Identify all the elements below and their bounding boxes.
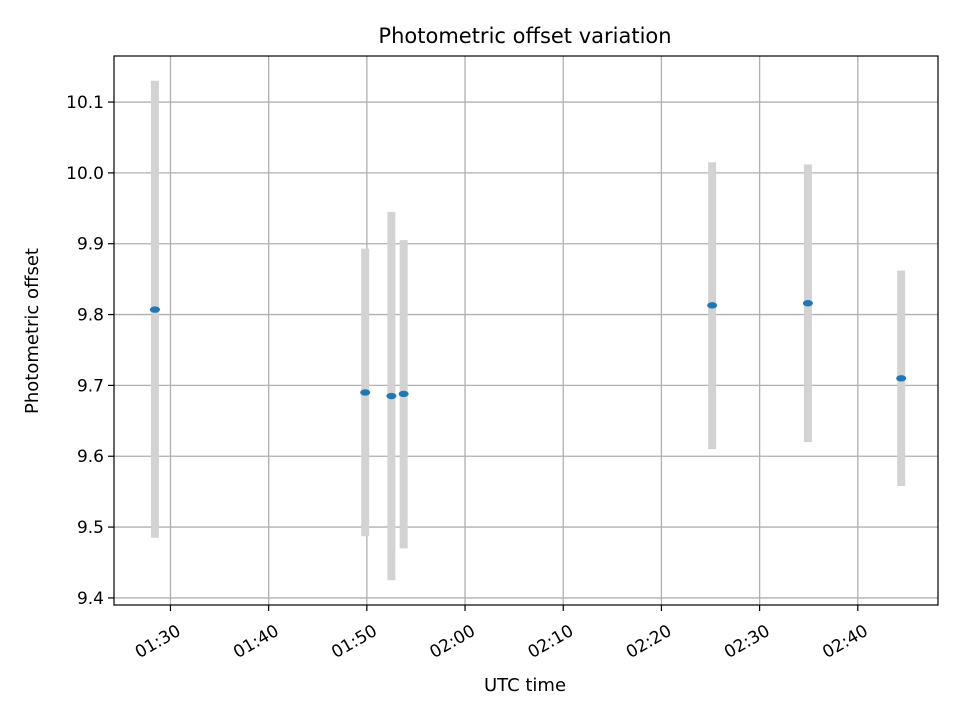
y-tick-label: 9.8 <box>77 306 104 326</box>
x-axis-label: UTC time <box>484 675 566 696</box>
y-tick-label: 9.7 <box>77 376 104 396</box>
y-tick-label: 10.0 <box>66 164 104 184</box>
chart-title: Photometric offset variation <box>378 24 671 48</box>
data-point <box>398 390 409 398</box>
y-tick-label: 9.6 <box>77 447 104 467</box>
data-point <box>386 392 397 400</box>
y-axis-ticks: 9.4 9.5 9.6 9.7 9.8 9.9 10.0 10.1 <box>66 93 114 609</box>
y-tick-label: 9.4 <box>77 589 104 609</box>
data-points <box>149 300 907 400</box>
data-point <box>360 389 371 396</box>
y-tick-label: 9.5 <box>77 518 104 538</box>
data-point <box>896 375 907 382</box>
y-axis-label: Photometric offset <box>22 248 43 414</box>
grid-lines <box>114 56 938 605</box>
data-point <box>707 302 718 309</box>
data-point <box>802 300 813 307</box>
data-point <box>149 306 160 313</box>
y-tick-label: 10.1 <box>66 93 104 113</box>
y-tick-label: 9.9 <box>77 235 104 255</box>
plot-frame <box>113 55 939 606</box>
